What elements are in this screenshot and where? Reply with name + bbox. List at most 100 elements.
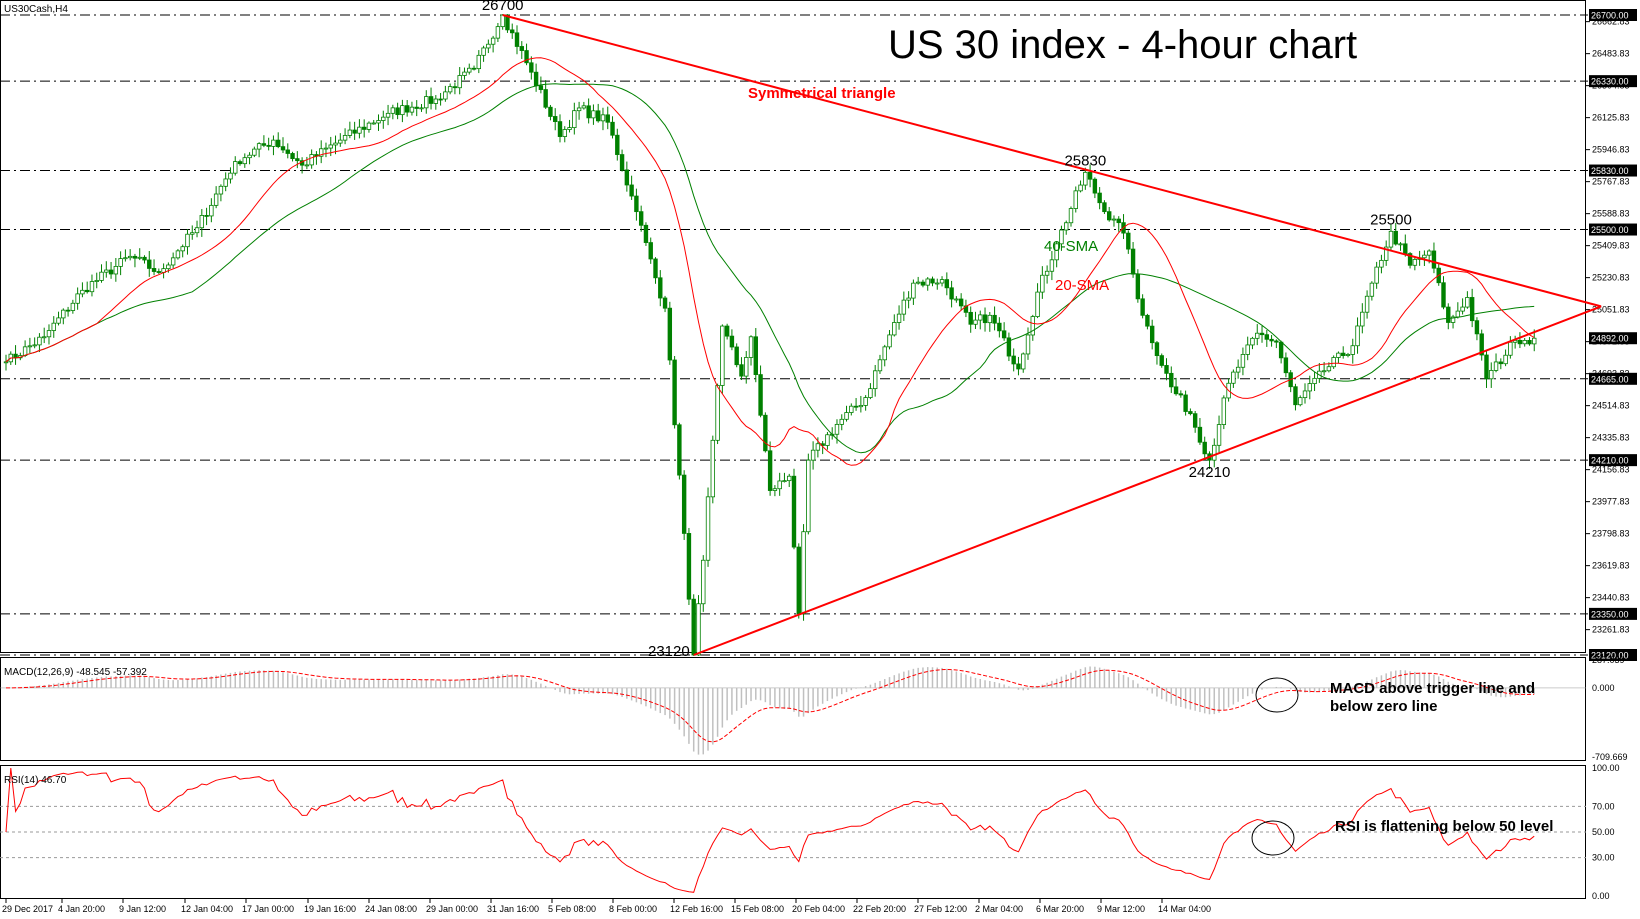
price-level-badge-label: 26700.00 [1591, 11, 1629, 21]
candle-body [1021, 353, 1026, 370]
candle-body [70, 302, 76, 311]
time-tick-label: 2 Mar 04:00 [975, 904, 1023, 914]
candle-body [925, 278, 930, 286]
candle-body [395, 107, 400, 116]
candle-body [1326, 366, 1332, 372]
candle-body [462, 71, 467, 76]
candle-body [1264, 334, 1269, 340]
candle-body [1508, 341, 1513, 356]
candle-body [710, 439, 716, 498]
sma-line-40 [5, 83, 1535, 454]
candle-body [175, 250, 181, 259]
candle-body [280, 146, 286, 151]
candle-body [1107, 211, 1112, 221]
candle-body [1407, 253, 1413, 266]
price-level-badge [1589, 332, 1637, 345]
time-tick-label: 5 Feb 08:00 [548, 904, 596, 914]
candle-body [295, 158, 300, 162]
rsi-tick-label: 70.00 [1592, 801, 1615, 811]
candle-body [624, 169, 630, 186]
candle-body [151, 268, 157, 272]
candle-body [844, 412, 849, 420]
candle-body [481, 47, 486, 56]
time-tick-label: 19 Jan 16:00 [304, 904, 356, 914]
candle-body [586, 105, 591, 119]
rsi-tick-label: 50.00 [1592, 827, 1615, 837]
candle-body [505, 14, 510, 31]
candle-body [261, 143, 267, 146]
candle-body [204, 215, 209, 217]
candle-body [815, 443, 821, 451]
time-tick-label: 29 Dec 2017 [2, 904, 53, 914]
candle-body [510, 29, 515, 34]
candle-body [1116, 218, 1121, 224]
time-tick-label: 17 Jan 00:00 [242, 904, 294, 914]
candle-body [634, 195, 639, 213]
candle-body [1307, 383, 1312, 392]
candle-body [872, 370, 878, 390]
candle-body [371, 122, 376, 125]
candle-body [1522, 339, 1527, 345]
candle-body [185, 233, 190, 248]
candle-body [447, 86, 453, 93]
candle-body [949, 287, 954, 300]
candle-body [1283, 357, 1289, 374]
candle-body [80, 289, 85, 295]
candle-body [1293, 386, 1298, 406]
candle-body [1255, 332, 1260, 339]
sma-20-label: 20-SMA [1055, 277, 1109, 294]
candle-body [882, 346, 887, 361]
candle-body [533, 71, 539, 87]
candle-body [65, 309, 71, 312]
candle-body [419, 107, 424, 110]
candle-body [414, 106, 419, 109]
candle-body [619, 154, 625, 171]
candle-body [729, 335, 735, 348]
candle-body [166, 264, 171, 270]
candle-body [347, 129, 353, 136]
candle-body [638, 211, 644, 226]
candle-body [538, 85, 544, 90]
price-level-badge [1589, 75, 1637, 88]
candle-body [476, 54, 481, 70]
candle-body [1178, 393, 1184, 396]
candle-body [56, 317, 61, 324]
candle-body [1450, 316, 1456, 323]
candle-body [323, 147, 329, 150]
candle-body [658, 277, 663, 299]
candle-body [834, 423, 840, 435]
candle-body [1025, 334, 1031, 355]
candle-body [1154, 342, 1160, 357]
pattern-label: Symmetrical triangle [748, 85, 896, 102]
candle-body [1040, 274, 1045, 293]
price-tick-label: 24335.83 [1592, 433, 1630, 443]
candle-body [242, 157, 247, 165]
candle-body [1503, 354, 1508, 365]
price-level-badge-label: 24892.00 [1591, 334, 1629, 344]
candle-body [868, 388, 873, 398]
candle-body [591, 110, 596, 119]
candle-body [132, 255, 138, 259]
candle-body [1446, 306, 1451, 323]
candle-body [1321, 370, 1327, 373]
candle-body [849, 405, 854, 413]
candle-body [457, 75, 462, 89]
price-level-badge-label: 23120.00 [1591, 651, 1629, 661]
candle-body [89, 281, 95, 293]
candle-body [1092, 178, 1098, 194]
price-level-badge [1589, 649, 1637, 661]
candle-body [701, 559, 706, 605]
candle-body [1460, 306, 1465, 312]
candle-body [944, 279, 950, 289]
candle-body [715, 385, 720, 441]
price-tick-label: 23261.83 [1592, 625, 1630, 635]
candle-body [877, 359, 883, 372]
macd-signal-line [6, 668, 1535, 743]
candle-body [99, 271, 104, 281]
candle-body [753, 336, 758, 375]
price-annotation: 23120 [648, 643, 690, 660]
candle-body [443, 91, 448, 100]
candle-body [787, 475, 792, 482]
candle-body [1245, 344, 1250, 355]
candle-body [1312, 377, 1317, 385]
